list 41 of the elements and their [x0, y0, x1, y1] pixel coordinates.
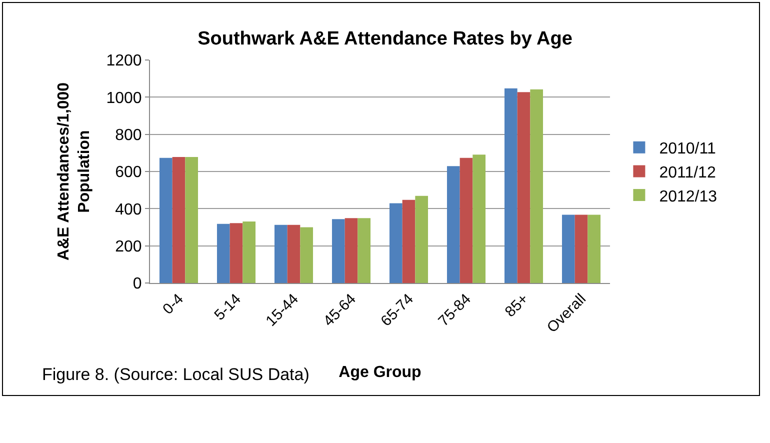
bar: [159, 158, 172, 283]
chart-title: Southwark A&E Attendance Rates by Age: [198, 28, 572, 50]
y-axis-title: A&E Attendances/1,000 Population: [55, 82, 94, 261]
bar: [574, 214, 588, 283]
bar: [402, 200, 416, 283]
bar: [344, 218, 358, 283]
bar: [242, 221, 256, 283]
legend-label: 2012/13: [659, 188, 718, 206]
y-tick-label: 200: [115, 238, 142, 256]
bar: [460, 158, 473, 283]
bar: [185, 157, 198, 283]
bar: [446, 166, 460, 283]
y-tick-label: 1000: [106, 90, 142, 107]
bar: [300, 227, 314, 283]
legend-label: 2011/12: [659, 164, 716, 182]
x-tick-label: 85+: [502, 290, 532, 321]
y-tick-label: 1200: [106, 52, 142, 70]
y-tick-label: 600: [115, 164, 142, 182]
bar: [517, 92, 530, 283]
bar: [530, 89, 544, 283]
bar: [588, 214, 601, 283]
bar: [287, 224, 300, 283]
y-tick-label: 0: [132, 276, 142, 293]
bar: [358, 218, 371, 283]
bar: [504, 88, 518, 283]
x-tick-label: 0-4: [160, 290, 187, 318]
x-axis-title: Age Group: [338, 364, 422, 381]
y-tick-label: 800: [115, 126, 142, 144]
bar: [230, 223, 243, 283]
x-tick-label: 5-14: [211, 290, 244, 324]
bar: [216, 224, 230, 283]
bar: [562, 214, 575, 283]
bar: [472, 154, 486, 283]
bar: [332, 219, 345, 283]
bar: [172, 157, 186, 283]
legend-label: 2010/11: [659, 140, 716, 158]
bar: [415, 196, 428, 283]
caption: Figure 8. (Source: Local SUS Data): [42, 365, 310, 384]
bar: [274, 224, 288, 283]
y-tick-label: 400: [115, 201, 142, 218]
bar: [389, 203, 402, 283]
